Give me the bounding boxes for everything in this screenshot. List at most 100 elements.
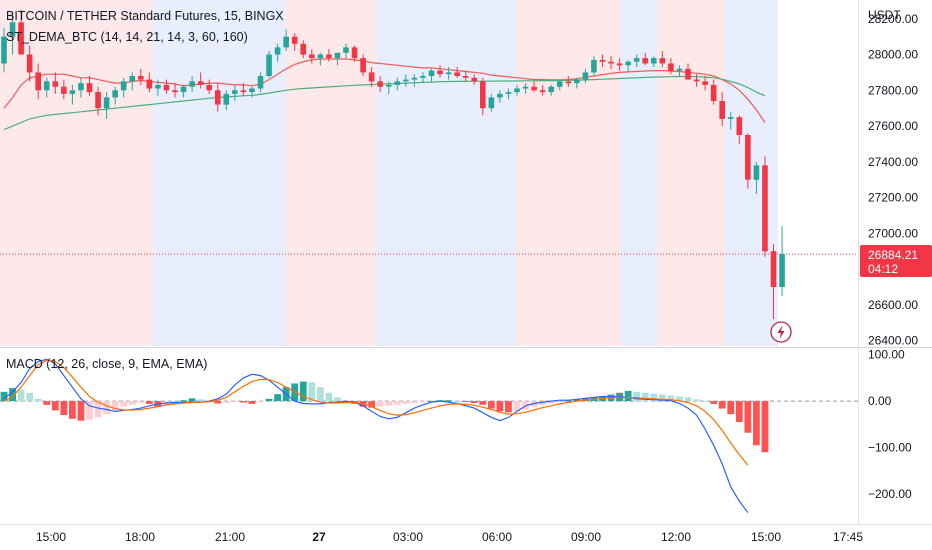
candle	[43, 77, 50, 98]
candle	[651, 56, 657, 68]
candle-body	[616, 63, 623, 66]
candle	[556, 79, 563, 91]
candle	[129, 72, 136, 91]
macd-histogram-bar	[334, 397, 341, 402]
last-price-badge: 26884.21 04:12	[860, 245, 932, 277]
zone-6	[657, 0, 725, 346]
candle	[420, 72, 426, 84]
macd-histogram-bar	[667, 395, 675, 402]
zone-5	[621, 0, 657, 346]
candle-body	[531, 86, 537, 91]
candle	[377, 75, 383, 93]
candle	[112, 86, 118, 105]
candle-body	[291, 36, 298, 44]
candle-body	[668, 63, 674, 71]
macd-line	[3, 358, 749, 514]
candle-body	[61, 86, 67, 94]
candle-body	[437, 70, 443, 75]
macd-histogram-bar	[103, 401, 110, 415]
candle	[120, 77, 127, 98]
alert-icon[interactable]	[770, 321, 792, 343]
candle-body	[659, 58, 666, 64]
candle	[394, 77, 401, 91]
time-tick: 21:00	[215, 530, 245, 544]
candle	[565, 75, 572, 87]
candle	[488, 93, 495, 112]
candle	[206, 79, 212, 94]
macd-histogram-bar	[419, 401, 427, 403]
candle	[770, 244, 777, 320]
time-tick: 09:00	[571, 530, 601, 544]
candle	[471, 74, 478, 85]
candle	[172, 83, 178, 98]
macd-histogram-bar	[299, 381, 307, 402]
candle	[599, 54, 606, 68]
candle	[257, 72, 264, 93]
macd-histogram-bar	[564, 400, 572, 402]
macd-histogram-bar	[624, 390, 632, 402]
macd-histogram-bar	[658, 394, 666, 402]
candle-body	[368, 72, 375, 82]
macd-histogram-bar	[9, 388, 16, 402]
candle	[497, 90, 503, 103]
candle-body	[745, 135, 751, 180]
candle-body	[232, 90, 238, 94]
candle-body	[317, 54, 324, 59]
candle	[163, 79, 170, 94]
macd-histogram-bar	[718, 401, 726, 409]
candle	[685, 63, 691, 80]
indicator-label: ST_DEMA_BTC (14, 14, 21, 14, 3, 60, 160)	[6, 30, 248, 44]
candle	[591, 56, 597, 76]
symbol-title: BITCOIN / TETHER Standard Futures, 15, B…	[6, 9, 284, 23]
candle	[26, 45, 33, 82]
macd-tick: 100.00	[868, 348, 905, 362]
candle	[232, 84, 238, 102]
macd-histogram-bar	[496, 401, 504, 412]
time-tick: 17:45	[833, 530, 863, 544]
macd-tick: −100.00	[868, 441, 912, 455]
candle-body	[69, 90, 76, 94]
candle	[283, 29, 289, 51]
macd-histogram-bar	[188, 398, 196, 402]
macd-histogram-bar	[684, 397, 692, 402]
candle-body	[129, 75, 136, 82]
candle	[95, 86, 101, 116]
dema-lines	[3, 58, 766, 131]
price-tick: 26400.00	[868, 334, 918, 348]
candle-body	[300, 43, 307, 55]
candle	[214, 83, 221, 112]
candle	[309, 49, 315, 64]
candle	[18, 9, 24, 55]
candle-body	[779, 254, 785, 287]
candle	[334, 52, 341, 66]
candle	[702, 75, 708, 91]
macd-histogram-bar	[761, 401, 769, 453]
macd-histogram-bar	[445, 400, 452, 402]
price-tick: 27000.00	[868, 226, 918, 240]
candle	[351, 45, 358, 62]
macd-histogram-bar	[744, 401, 752, 433]
candle-body	[343, 47, 349, 53]
macd-histogram-bar	[214, 401, 222, 404]
candle	[266, 50, 272, 78]
candle-body	[172, 90, 178, 93]
candle-body	[702, 81, 708, 85]
candle-body	[488, 97, 495, 109]
candle	[659, 50, 666, 68]
macd-histogram-bar	[111, 401, 119, 411]
macd-histogram-bar	[735, 401, 743, 423]
zone-2	[286, 0, 376, 346]
candle-body	[385, 84, 392, 87]
candle-body	[454, 72, 460, 76]
candle-body	[445, 72, 452, 75]
macd-histogram-bar	[231, 401, 239, 403]
candle-body	[710, 84, 717, 102]
time-tick: 15:00	[751, 530, 781, 544]
macd-histogram-bar	[376, 401, 384, 407]
zone-0	[0, 0, 153, 346]
candle-body	[43, 81, 50, 91]
candle-body	[727, 117, 734, 119]
macd-histogram-bar	[17, 389, 25, 402]
macd-histogram-bar	[51, 401, 59, 411]
